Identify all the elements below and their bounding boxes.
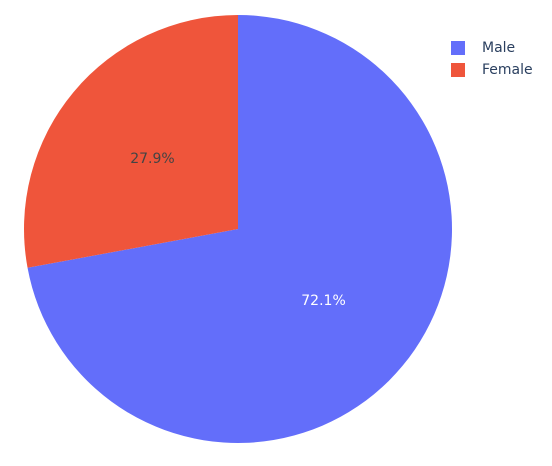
slice-label-female: 27.9% xyxy=(130,151,174,167)
pie-slice-female[interactable] xyxy=(23,15,238,268)
pie-slice-male[interactable] xyxy=(27,15,452,444)
slice-label-male: 72.1% xyxy=(301,293,345,309)
legend: Male Female xyxy=(451,38,533,82)
legend-swatch-female xyxy=(451,63,465,77)
legend-item-male[interactable]: Male xyxy=(451,38,533,58)
legend-label-male: Male xyxy=(482,40,516,56)
legend-swatch-male xyxy=(451,41,465,55)
pie-slice-labels: 72.1% 27.9% xyxy=(130,151,346,309)
legend-label-female: Female xyxy=(482,62,533,78)
legend-item-female[interactable]: Female xyxy=(451,60,533,80)
pie-slices xyxy=(23,15,452,444)
